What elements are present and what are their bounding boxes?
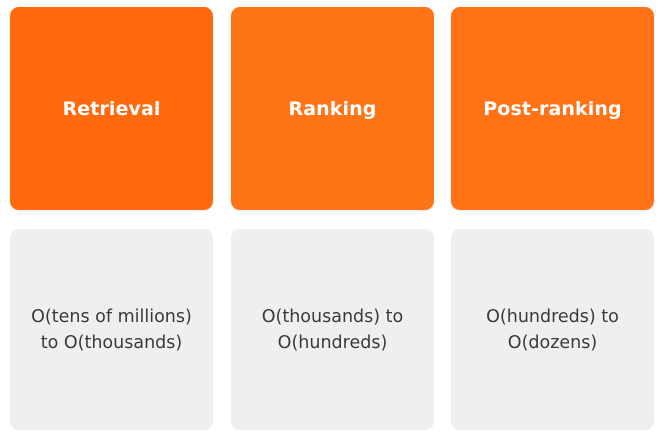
stage-card-ranking: Ranking (231, 7, 434, 210)
stage-label-retrieval: Retrieval (62, 97, 161, 120)
scale-text-retrieval: O(tens of millions) to O(thousands) (31, 306, 192, 353)
scale-card-retrieval: O(tens of millions) to O(thousands) (10, 229, 213, 430)
stage-label-ranking: Ranking (288, 97, 377, 120)
scale-card-post-ranking: O(hundreds) to O(dozens) (451, 229, 654, 430)
scale-text-post-ranking: O(hundreds) to O(dozens) (486, 306, 619, 353)
stage-card-retrieval: Retrieval (10, 7, 213, 210)
stage-card-post-ranking: Post-ranking (451, 7, 654, 210)
stage-label-post-ranking: Post-ranking (483, 97, 622, 120)
scale-text-ranking: O(thousands) to O(hundreds) (261, 306, 404, 353)
scale-card-ranking: O(thousands) to O(hundreds) (231, 229, 434, 430)
